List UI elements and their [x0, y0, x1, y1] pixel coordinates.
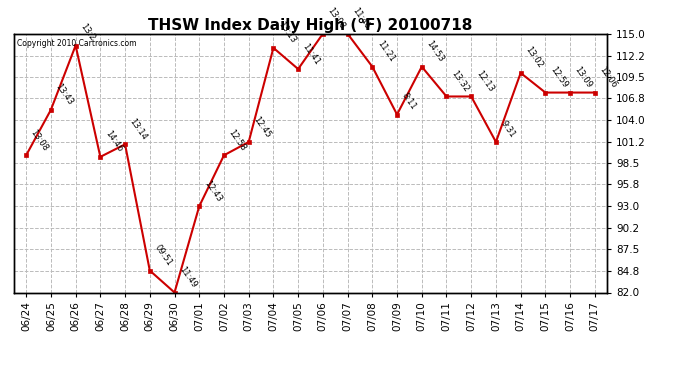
- Text: Copyright 2010 Cartronics.com: Copyright 2010 Cartronics.com: [17, 39, 136, 48]
- Text: 13:2: 13:2: [79, 22, 97, 43]
- Text: 11:41: 11:41: [301, 42, 322, 66]
- Text: 9:31: 9:31: [499, 119, 517, 139]
- Text: 12:06: 12:06: [598, 65, 619, 90]
- Text: 09:51: 09:51: [152, 243, 174, 268]
- Text: 11:49: 11:49: [177, 265, 198, 290]
- Text: 12:45: 12:45: [251, 114, 273, 139]
- Text: 12:58: 12:58: [227, 128, 248, 153]
- Text: 14:53: 14:53: [424, 39, 446, 64]
- Text: 14:46: 14:46: [103, 129, 124, 154]
- Text: 13:08: 13:08: [29, 128, 50, 153]
- Text: 13:14: 13:14: [128, 117, 149, 141]
- Text: 11:46: 11:46: [351, 6, 371, 31]
- Text: 12:43: 12:43: [202, 179, 223, 204]
- Title: THSW Index Daily High (°F) 20100718: THSW Index Daily High (°F) 20100718: [148, 18, 473, 33]
- Text: 13:13: 13:13: [276, 20, 297, 45]
- Text: 13:08: 13:08: [326, 6, 347, 31]
- Text: 8:11: 8:11: [400, 92, 418, 112]
- Text: 13:02: 13:02: [524, 45, 544, 70]
- Text: 13:09: 13:09: [573, 65, 594, 90]
- Text: 11:21: 11:21: [375, 39, 396, 64]
- Text: 12:59: 12:59: [548, 65, 569, 90]
- Text: 12:13: 12:13: [474, 69, 495, 94]
- Text: 13:43: 13:43: [54, 82, 75, 107]
- Text: 13:32: 13:32: [449, 69, 471, 94]
